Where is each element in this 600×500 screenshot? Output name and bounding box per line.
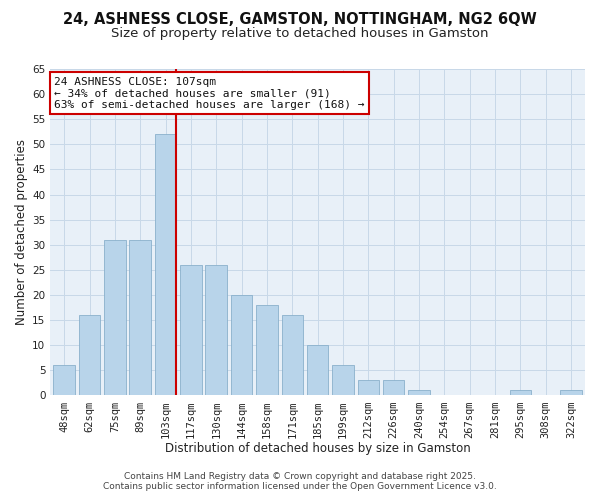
Bar: [79, 315, 100, 396]
Bar: [205, 265, 227, 396]
Bar: [281, 315, 303, 396]
Bar: [358, 380, 379, 396]
X-axis label: Distribution of detached houses by size in Gamston: Distribution of detached houses by size …: [165, 442, 470, 455]
Bar: [180, 265, 202, 396]
Bar: [383, 380, 404, 396]
Text: 24 ASHNESS CLOSE: 107sqm
← 34% of detached houses are smaller (91)
63% of semi-d: 24 ASHNESS CLOSE: 107sqm ← 34% of detach…: [54, 76, 365, 110]
Bar: [130, 240, 151, 396]
Bar: [256, 305, 278, 396]
Bar: [104, 240, 125, 396]
Text: Contains HM Land Registry data © Crown copyright and database right 2025.
Contai: Contains HM Land Registry data © Crown c…: [103, 472, 497, 491]
Bar: [231, 295, 253, 396]
Bar: [509, 390, 531, 396]
Y-axis label: Number of detached properties: Number of detached properties: [15, 139, 28, 325]
Bar: [53, 366, 75, 396]
Bar: [560, 390, 582, 396]
Text: Size of property relative to detached houses in Gamston: Size of property relative to detached ho…: [111, 28, 489, 40]
Text: 24, ASHNESS CLOSE, GAMSTON, NOTTINGHAM, NG2 6QW: 24, ASHNESS CLOSE, GAMSTON, NOTTINGHAM, …: [63, 12, 537, 28]
Bar: [155, 134, 176, 396]
Bar: [408, 390, 430, 396]
Bar: [332, 366, 354, 396]
Bar: [307, 345, 328, 396]
